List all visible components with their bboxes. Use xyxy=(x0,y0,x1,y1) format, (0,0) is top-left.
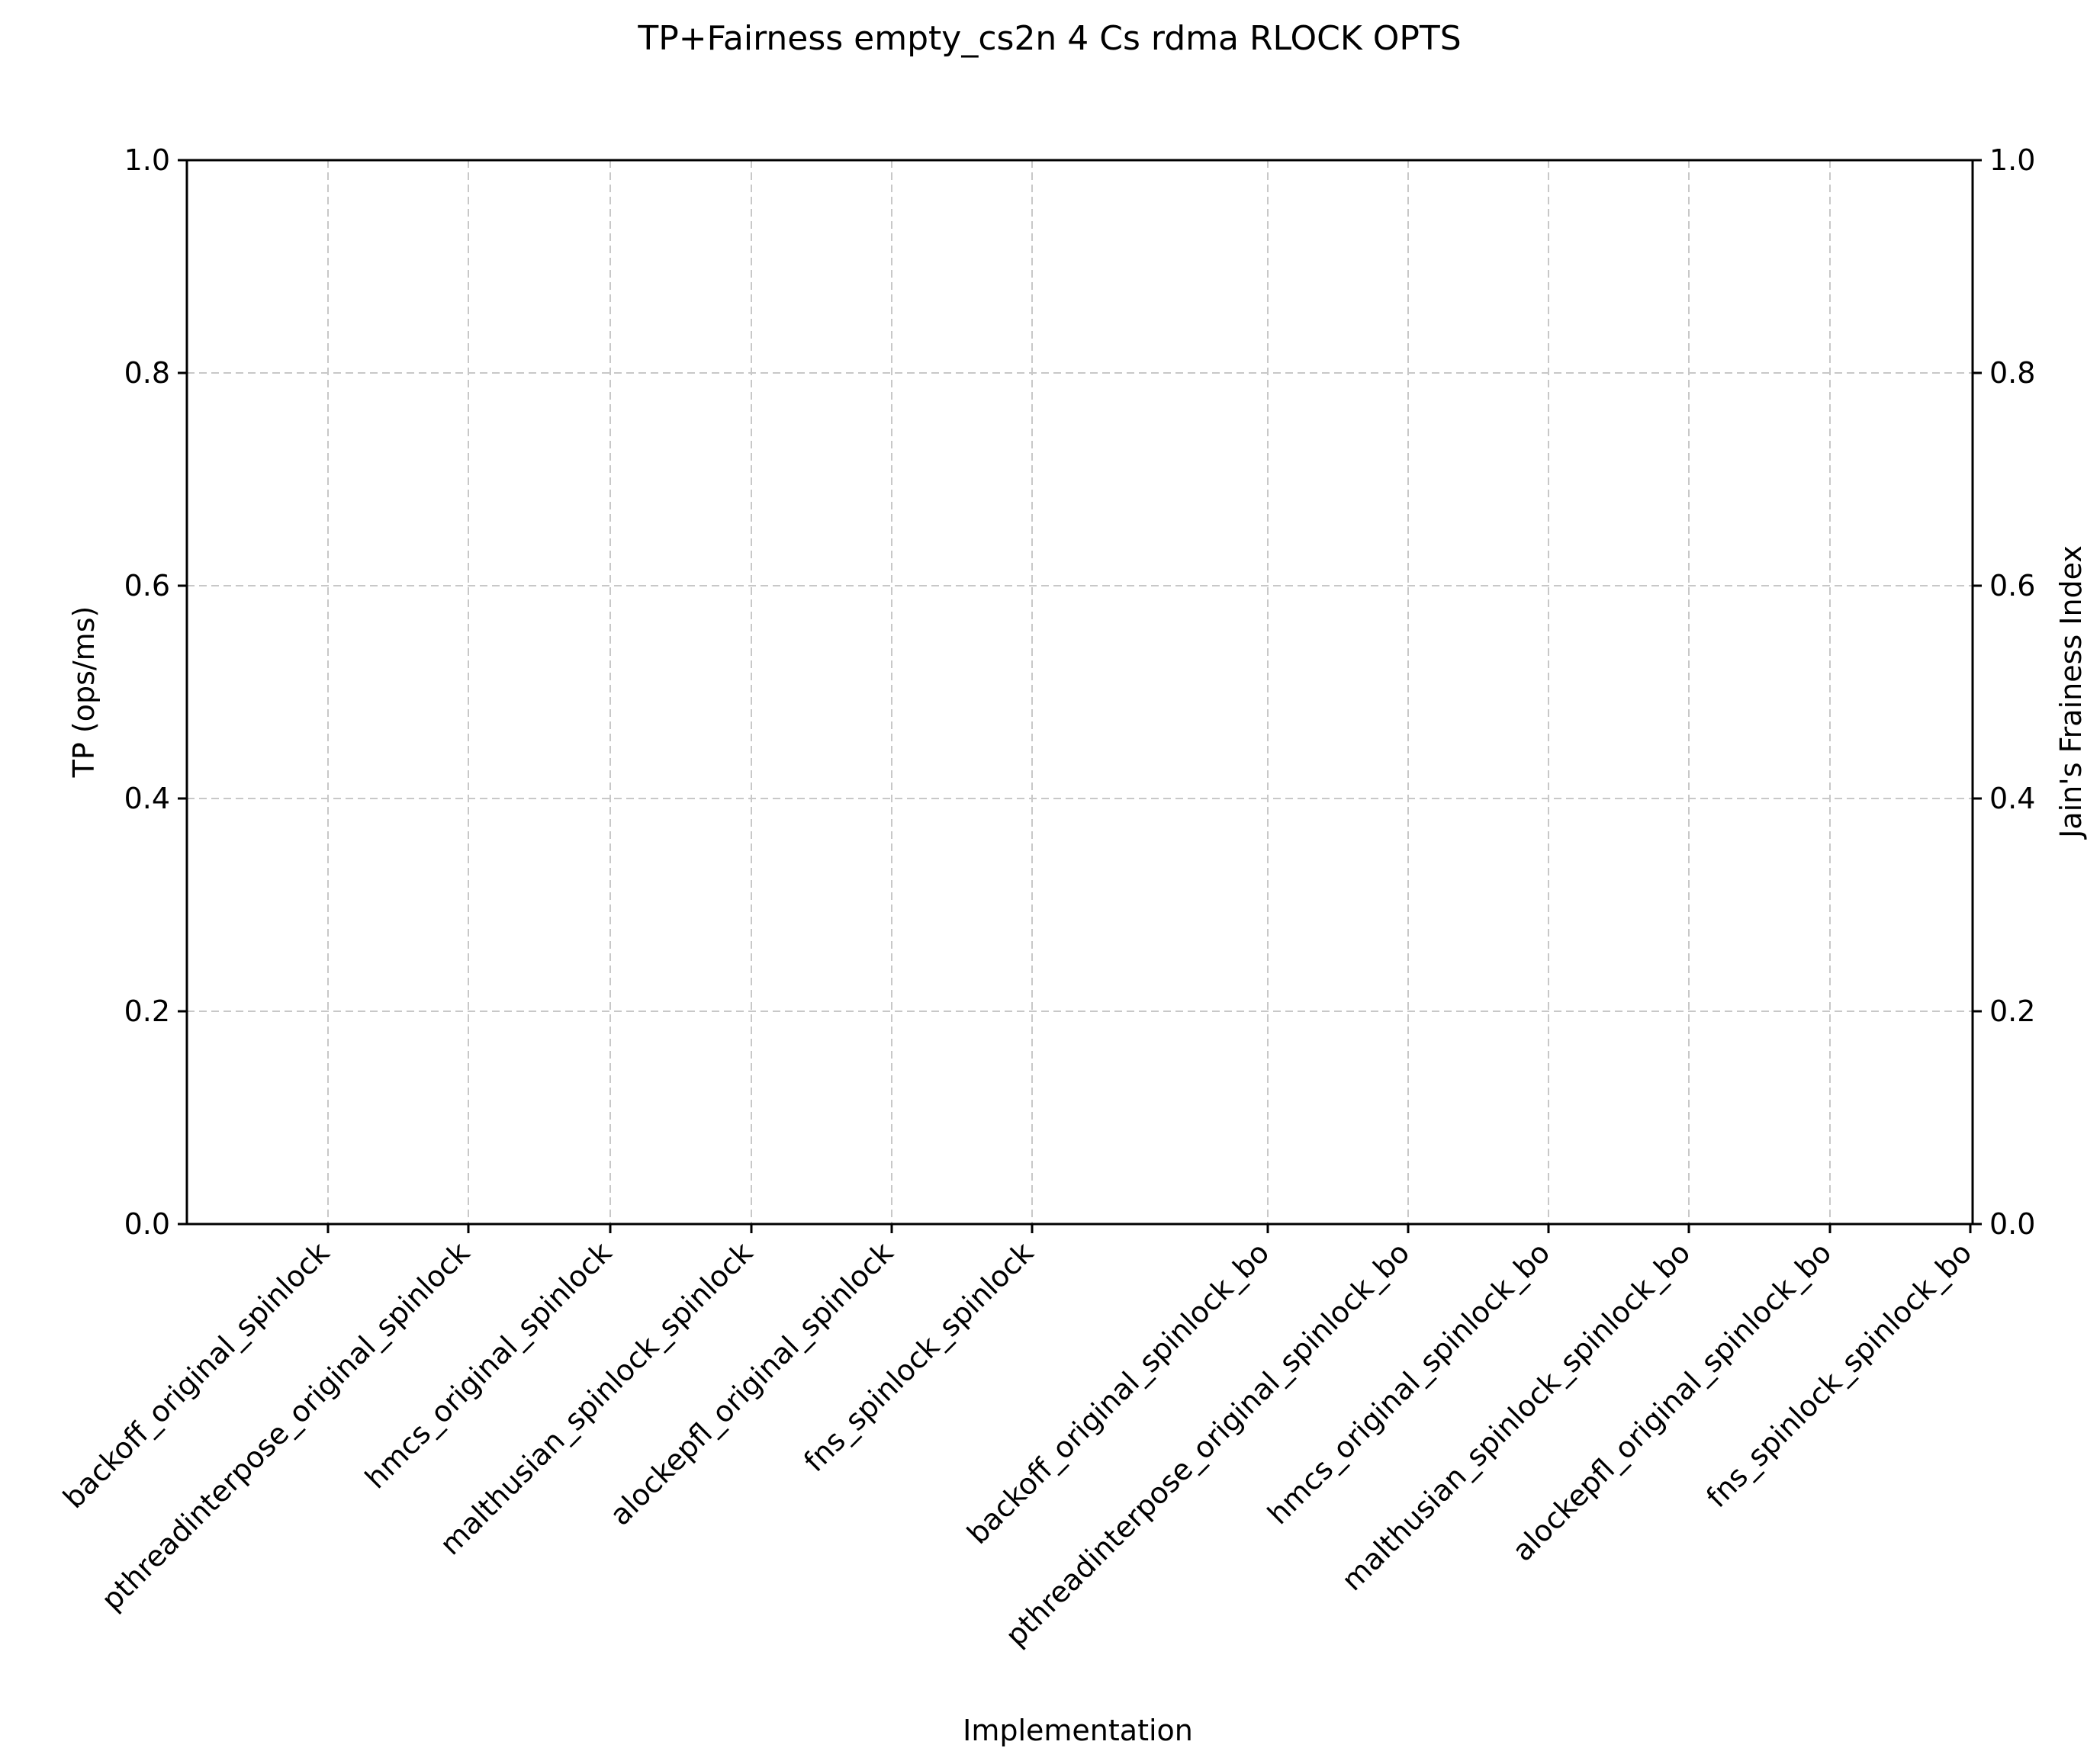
plot-frame xyxy=(185,159,1974,1226)
y-axis-label-right: Jain's Frainess Index xyxy=(2054,545,2088,840)
y-tick-label-right: 0.0 xyxy=(1989,1207,2035,1241)
left-y-axis: 0.0 0.2 0.4 0.6 0.8 1.0 xyxy=(124,143,187,1241)
y-tick-label-right: 0.8 xyxy=(1989,356,2035,390)
y-tick-label-left: 0.8 xyxy=(124,356,170,390)
grid-lines xyxy=(187,160,1973,1224)
y-tick-label-right: 0.4 xyxy=(1989,782,2035,815)
y-tick-label-right: 1.0 xyxy=(1989,143,2035,177)
y-tick-label-left: 1.0 xyxy=(124,143,170,177)
y-tick-label-left: 0.4 xyxy=(124,782,170,815)
y-tick-label-right: 0.6 xyxy=(1989,569,2035,602)
x-axis-label: Implementation xyxy=(963,1714,1193,1747)
y-tick-label-left: 0.2 xyxy=(124,994,170,1028)
y-tick-label-left: 0.6 xyxy=(124,569,170,602)
y-tick-label-right: 0.2 xyxy=(1989,994,2035,1028)
chart-title: TP+Fairness empty_cs2n 4 Cs rdma RLOCK O… xyxy=(637,19,1461,58)
right-y-axis: 0.0 0.2 0.4 0.6 0.8 1.0 xyxy=(1973,143,2035,1241)
y-axis-label-left: TP (ops/ms) xyxy=(67,606,101,779)
y-tick-label-left: 0.0 xyxy=(124,1207,170,1241)
